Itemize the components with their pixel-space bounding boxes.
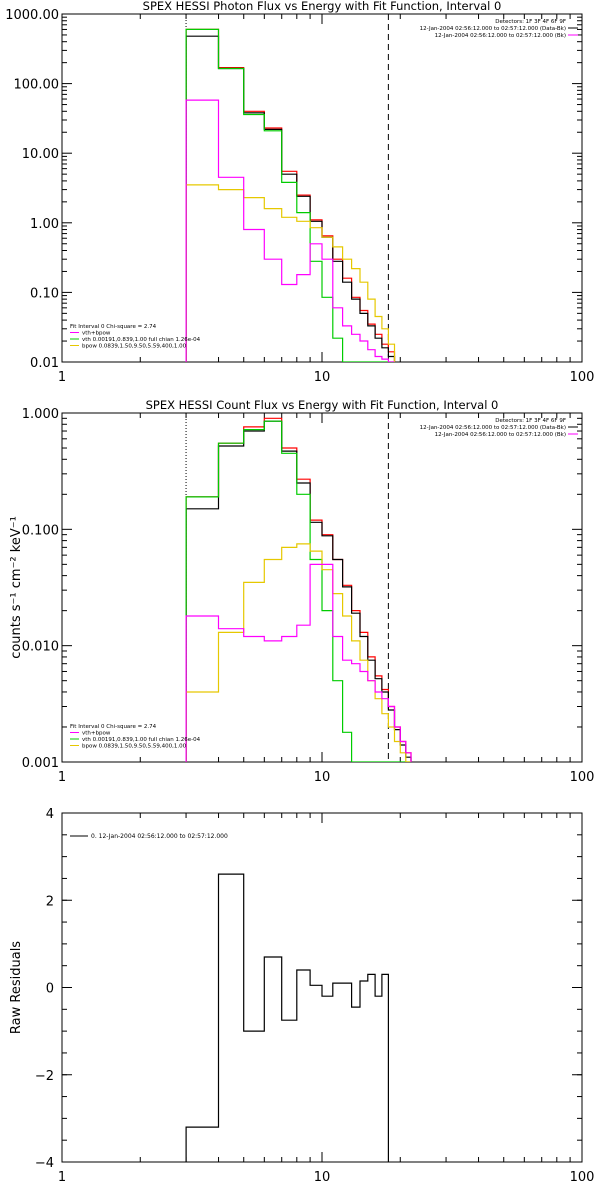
y-tick-label: 10.00 bbox=[22, 147, 59, 162]
y-tick-label: −4 bbox=[35, 1156, 54, 1171]
legend-right-label: 12-Jan-2004 02:56:12.000 to 02:57:12.000… bbox=[420, 425, 566, 431]
x-tick-label: 100 bbox=[570, 1170, 595, 1185]
legend-label: vth+bpow bbox=[82, 331, 111, 337]
y-tick-label: 1.000 bbox=[22, 407, 59, 422]
legend-label: vth 0.00191,0.839,1.00 full chian 1.26e-… bbox=[82, 337, 201, 343]
y-axis-label: counts s⁻¹ cm⁻² keV⁻¹ bbox=[9, 516, 24, 659]
chart-2: 1 10 100 4 2 0 −2 −4 Raw Residuals 0. 12-Jan-2004… bbox=[9, 807, 594, 1185]
legend-label: vth 0.00191,0.839,1.00 full chian 1.26e-… bbox=[82, 737, 201, 743]
chart-1: SPEX HESSI Count Flux vs Energy with Fit… bbox=[9, 398, 594, 785]
y-tick-label: 1.00 bbox=[30, 217, 59, 232]
y-tick-label: 0.01 bbox=[30, 356, 59, 371]
series-line-0 bbox=[185, 873, 389, 1162]
legend-header: Fit Interval 0 Chi-square = 2.74 bbox=[70, 324, 157, 330]
legend-label: 0. 12-Jan-2004 02:56:12.000 to 02:57:12.… bbox=[91, 833, 228, 840]
chart-title: SPEX HESSI Count Flux vs Energy with Fit… bbox=[146, 398, 499, 412]
series-line-0 bbox=[185, 417, 412, 762]
x-tick-label: 1 bbox=[58, 770, 66, 785]
x-tick-label: 1 bbox=[58, 1170, 66, 1185]
x-tick-label: 1 bbox=[58, 370, 66, 385]
x-tick-label: 10 bbox=[314, 770, 331, 785]
y-tick-label: 4 bbox=[46, 807, 54, 822]
y-tick-label: −2 bbox=[35, 1069, 54, 1084]
y-tick-label: 0.010 bbox=[22, 640, 59, 655]
chart-0: SPEX HESSI Photon Flux vs Energy with Fi… bbox=[5, 0, 594, 385]
y-tick-label: 0.10 bbox=[30, 286, 59, 301]
legend-label: bpow 0.0839,1.50,9.50,5.59,400,1.00 bbox=[82, 744, 187, 750]
y-tick-label: 0 bbox=[46, 982, 54, 997]
y-tick-label: 2 bbox=[46, 894, 54, 909]
x-tick-label: 10 bbox=[314, 370, 331, 385]
y-axis-label: Raw Residuals bbox=[9, 941, 24, 1034]
legend-label: bpow 0.0839,1.50,9.50,5.59,400,1.00 bbox=[82, 344, 187, 350]
chart-title: SPEX HESSI Photon Flux vs Energy with Fi… bbox=[143, 0, 502, 13]
plot-frame bbox=[61, 13, 583, 363]
y-tick-label: 1000.00 bbox=[5, 8, 59, 23]
series-line-2 bbox=[185, 28, 395, 362]
series-line-4 bbox=[185, 99, 395, 362]
series-line-0 bbox=[185, 28, 396, 362]
x-tick-label: 100 bbox=[570, 770, 595, 785]
legend-right-label: Detectors: 1F 3F 4F 6F 9F bbox=[495, 19, 566, 25]
legend-header: Fit Interval 0 Chi-square = 2.74 bbox=[70, 724, 157, 730]
y-tick-label: 100.00 bbox=[14, 78, 60, 93]
legend-right-label: Detectors: 1F 3F 4F 6F 9F bbox=[495, 418, 566, 424]
x-tick-label: 100 bbox=[570, 370, 595, 385]
series-line-3 bbox=[185, 184, 396, 362]
legend-right-label: 12-Jan-2004 02:56:12.000 to 02:57:12.000… bbox=[435, 432, 566, 438]
legend-label: vth+bpow bbox=[82, 731, 111, 737]
series-line-3 bbox=[185, 543, 411, 762]
legend-right-label: 12-Jan-2004 02:56:12.000 to 02:57:12.000… bbox=[420, 26, 566, 32]
series-line-4 bbox=[185, 563, 412, 762]
x-tick-label: 10 bbox=[314, 1170, 331, 1185]
y-tick-label: 0.100 bbox=[22, 523, 59, 538]
series-line-1 bbox=[185, 420, 412, 762]
series-line-2 bbox=[185, 420, 411, 762]
series-line-1 bbox=[185, 35, 396, 362]
legend-right-label: 12-Jan-2004 02:56:12.000 to 02:57:12.000… bbox=[435, 33, 566, 39]
y-tick-label: 0.001 bbox=[22, 756, 59, 771]
